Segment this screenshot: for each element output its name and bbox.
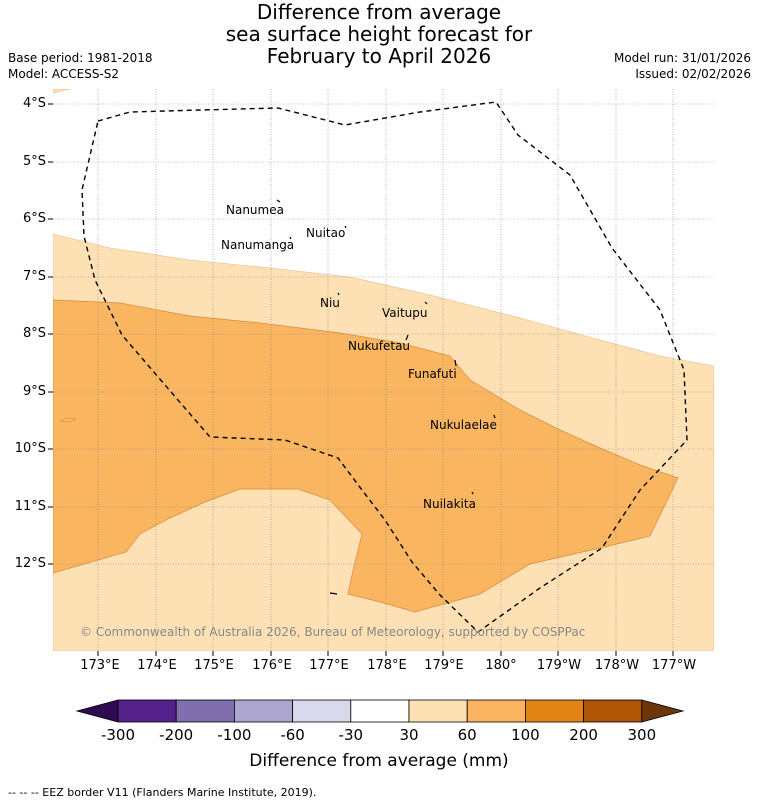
title-line-1: Difference from average <box>256 0 502 24</box>
colorbar-arrow-low <box>75 699 119 723</box>
colorbar-swatch <box>350 699 410 723</box>
lon-label-174e: 174°E <box>137 658 177 673</box>
colorbar-swatch <box>466 699 526 723</box>
lat-label-8s: 8°S <box>22 326 46 341</box>
model-run: Model run: 31/01/2026 <box>613 51 751 65</box>
island-label-vaitupu: Vaitupu <box>382 306 428 320</box>
lon-label-178w: 178°W <box>594 658 640 673</box>
colorbar-swatch <box>292 699 352 723</box>
gridlines <box>53 89 714 651</box>
model-name: Model: ACCESS-S2 <box>8 67 120 81</box>
colorbar-label: 100 <box>511 726 540 744</box>
island-label-nuitao: Nuitao <box>306 226 346 240</box>
lon-label-176e: 176°E <box>252 658 292 673</box>
island-label-nanumanga: Nanumanga <box>221 238 295 252</box>
island-label-nukufetau: Nukufetau <box>348 339 411 353</box>
colorbar-label: -30 <box>338 726 364 744</box>
colorbar-label: -200 <box>159 726 194 744</box>
colorbar-label: 60 <box>457 726 477 744</box>
lat-label-4s: 4°S <box>22 96 46 111</box>
anomaly-region-60-100 <box>53 299 679 613</box>
island-niu-mark <box>337 292 340 296</box>
base-period: Base period: 1981-2018 <box>8 51 153 65</box>
lat-label-5s: 5°S <box>22 154 46 169</box>
colorbar-swatch <box>408 699 468 723</box>
colorbar-label: 200 <box>569 726 598 744</box>
copyright-notice: © Commonwealth of Australia 2026, Bureau… <box>80 625 586 639</box>
colorbar-label: -300 <box>100 726 136 744</box>
island-label-nuilakita: Nuilakita <box>423 497 476 511</box>
eez-footnote: -- -- -- EEZ border V11 (Flanders Marine… <box>8 786 317 799</box>
lat-label-7s: 7°S <box>22 269 46 284</box>
title-line-3: February to April 2026 <box>266 44 492 68</box>
island-small-mark <box>329 592 338 595</box>
colorbar-label: -60 <box>280 726 305 744</box>
lon-label-178e: 178°E <box>367 658 407 673</box>
title-line-2: sea surface height forecast for <box>225 22 533 46</box>
island-label-funafuti: Funafuti <box>408 367 457 381</box>
colorbar-arrow-high <box>641 699 685 723</box>
lon-label-173e: 173°E <box>80 658 120 673</box>
island-vaitupu-mark <box>424 301 428 305</box>
colorbar-swatch <box>525 699 585 723</box>
lat-label-9s: 9°S <box>22 384 46 399</box>
colorbar-swatch <box>233 699 293 723</box>
axis-ticks <box>48 103 674 656</box>
island-label-niu: Niu <box>320 296 340 310</box>
issued-date: Issued: 02/02/2026 <box>635 67 751 81</box>
island-funafuti-mark <box>454 359 457 367</box>
colorbar-title: Difference from average (mm) <box>249 751 509 771</box>
island-label-nukulaelae: Nukulaelae <box>430 418 497 432</box>
lat-label-11s: 11°S <box>14 499 46 514</box>
lon-label-175e: 175°E <box>194 658 234 673</box>
colorbar-swatch <box>117 699 177 723</box>
colorbar-swatch <box>583 699 643 723</box>
colorbar-label: 300 <box>627 726 657 744</box>
anomaly-patch-small <box>58 417 77 423</box>
lat-label-10s: 10°S <box>14 441 46 456</box>
lon-label-177w: 177°W <box>651 658 697 673</box>
colorbar-label: -100 <box>217 726 252 744</box>
colorbar-swatch <box>175 699 235 723</box>
island-label-nanumea: Nanumea <box>226 203 284 217</box>
lat-label-6s: 6°S <box>22 211 46 226</box>
island-nanumanga-mark <box>289 236 292 240</box>
island-marks <box>276 199 496 595</box>
island-nuitao-mark <box>344 225 347 229</box>
lon-label-179e: 179°E <box>424 658 464 673</box>
lon-label-179w: 179°W <box>536 658 582 673</box>
colorbar-label: 30 <box>399 726 419 744</box>
lat-label-12s: 12°S <box>14 556 46 571</box>
lon-label-180: 180° <box>485 658 517 673</box>
anomaly-patch-top-left <box>53 89 71 94</box>
lon-label-177e: 177°E <box>309 658 349 673</box>
island-nukufetau-mark <box>405 334 409 341</box>
island-nuilakita-mark <box>471 491 474 495</box>
island-nukulaelae-mark <box>493 414 496 419</box>
island-nanumea-mark <box>276 199 281 203</box>
